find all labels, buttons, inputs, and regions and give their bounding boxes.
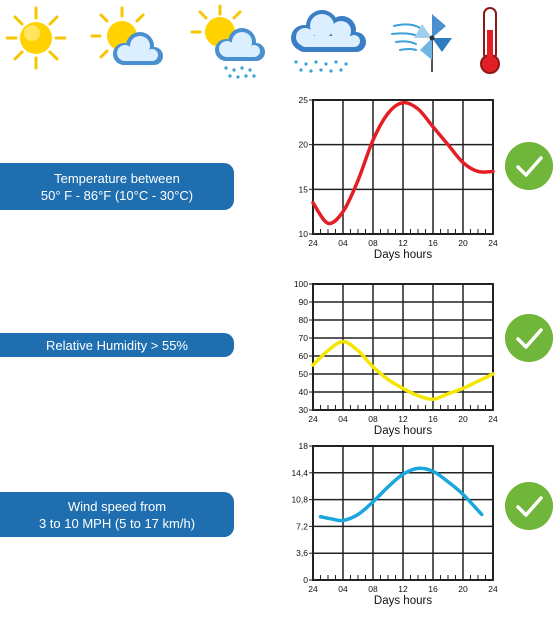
x-tick-label: 04 [338, 414, 348, 424]
x-tick-label: 16 [428, 414, 438, 424]
y-tick-label: 14,4 [291, 468, 308, 478]
x-tick-label: 24 [488, 238, 498, 248]
wind-condition-label: Wind speed from 3 to 10 MPH (5 to 17 km/… [0, 492, 234, 537]
y-tick-label: 40 [299, 387, 309, 397]
wind-chart: 0 3,6 7,2 10,8 14,4 18 24 04 08 12 16 20 24 Days hour… [291, 442, 498, 607]
check-icon [505, 482, 553, 530]
humidity-chart: 30 40 50 60 70 80 90 100 24 04 08 12 16 20 24 Days hour… [294, 279, 498, 437]
x-tick-label: 24 [308, 414, 318, 424]
x-tick-label: 08 [368, 414, 378, 424]
y-tick-label: 18 [299, 442, 309, 451]
y-tick-label: 3,6 [296, 548, 308, 558]
y-tick-label: 70 [299, 333, 309, 343]
x-tick-label: 24 [488, 414, 498, 424]
y-tick-label: 25 [299, 95, 309, 105]
y-tick-label: 50 [299, 369, 309, 379]
x-tick-label: 20 [458, 414, 468, 424]
x-axis-label: Days hours [374, 595, 432, 607]
temperature-chart: 10 15 20 25 24 04 08 12 16 20 24 Days hours [299, 95, 498, 261]
humidity-condition-label: Relative Humidity > 55% [0, 333, 234, 357]
temperature-condition-line2: 50° F - 86°F (10°C - 30°C) [40, 187, 194, 203]
thermometer-icon [480, 7, 500, 74]
y-tick-label: 30 [299, 405, 309, 415]
x-tick-label: 08 [368, 238, 378, 248]
x-tick-label: 24 [308, 238, 318, 248]
x-tick-label: 12 [398, 584, 408, 594]
x-tick-label: 20 [458, 238, 468, 248]
check-icon [505, 142, 553, 190]
wind-condition-line1: Wind speed from [67, 498, 167, 514]
y-tick-label: 60 [299, 351, 309, 361]
wind-condition-line2: 3 to 10 MPH (5 to 17 km/h) [38, 515, 196, 531]
series-line [311, 339, 495, 401]
y-tick-label: 0 [303, 575, 308, 585]
x-tick-label: 04 [338, 584, 348, 594]
plot-border [312, 283, 494, 411]
plot-border [312, 445, 494, 581]
weather-icon-row [0, 0, 555, 82]
sun-rain-cloud-icon [190, 4, 265, 79]
temperature-condition-line1: Temperature between [54, 170, 180, 186]
plot-border [312, 99, 494, 235]
wind-pinwheel-icon [391, 14, 452, 72]
sun-icon [6, 6, 66, 70]
series-line [318, 466, 484, 523]
y-tick-label: 20 [299, 140, 309, 150]
rain-cloud-icon [291, 10, 366, 73]
check-icon [505, 314, 553, 362]
y-tick-label: 90 [299, 297, 309, 307]
x-axis-label: Days hours [374, 425, 432, 437]
x-tick-label: 20 [458, 584, 468, 594]
x-tick-label: 24 [488, 584, 498, 594]
humidity-condition-line1: Relative Humidity > 55% [46, 337, 188, 353]
temperature-condition-label: Temperature between 50° F - 86°F (10°C -… [0, 163, 234, 210]
y-tick-label: 100 [294, 279, 308, 289]
series-line [311, 100, 495, 226]
x-tick-label: 24 [308, 584, 318, 594]
x-tick-label: 16 [428, 238, 438, 248]
x-tick-label: 16 [428, 584, 438, 594]
x-tick-label: 12 [398, 238, 408, 248]
x-tick-label: 08 [368, 584, 378, 594]
y-tick-label: 80 [299, 315, 309, 325]
y-tick-label: 7,2 [296, 521, 308, 531]
y-tick-label: 10,8 [291, 495, 308, 505]
x-axis-label: Days hours [374, 249, 432, 261]
y-tick-label: 15 [299, 184, 309, 194]
partly-cloudy-icon [90, 6, 163, 65]
y-tick-label: 10 [299, 229, 309, 239]
x-tick-label: 04 [338, 238, 348, 248]
x-tick-label: 12 [398, 414, 408, 424]
